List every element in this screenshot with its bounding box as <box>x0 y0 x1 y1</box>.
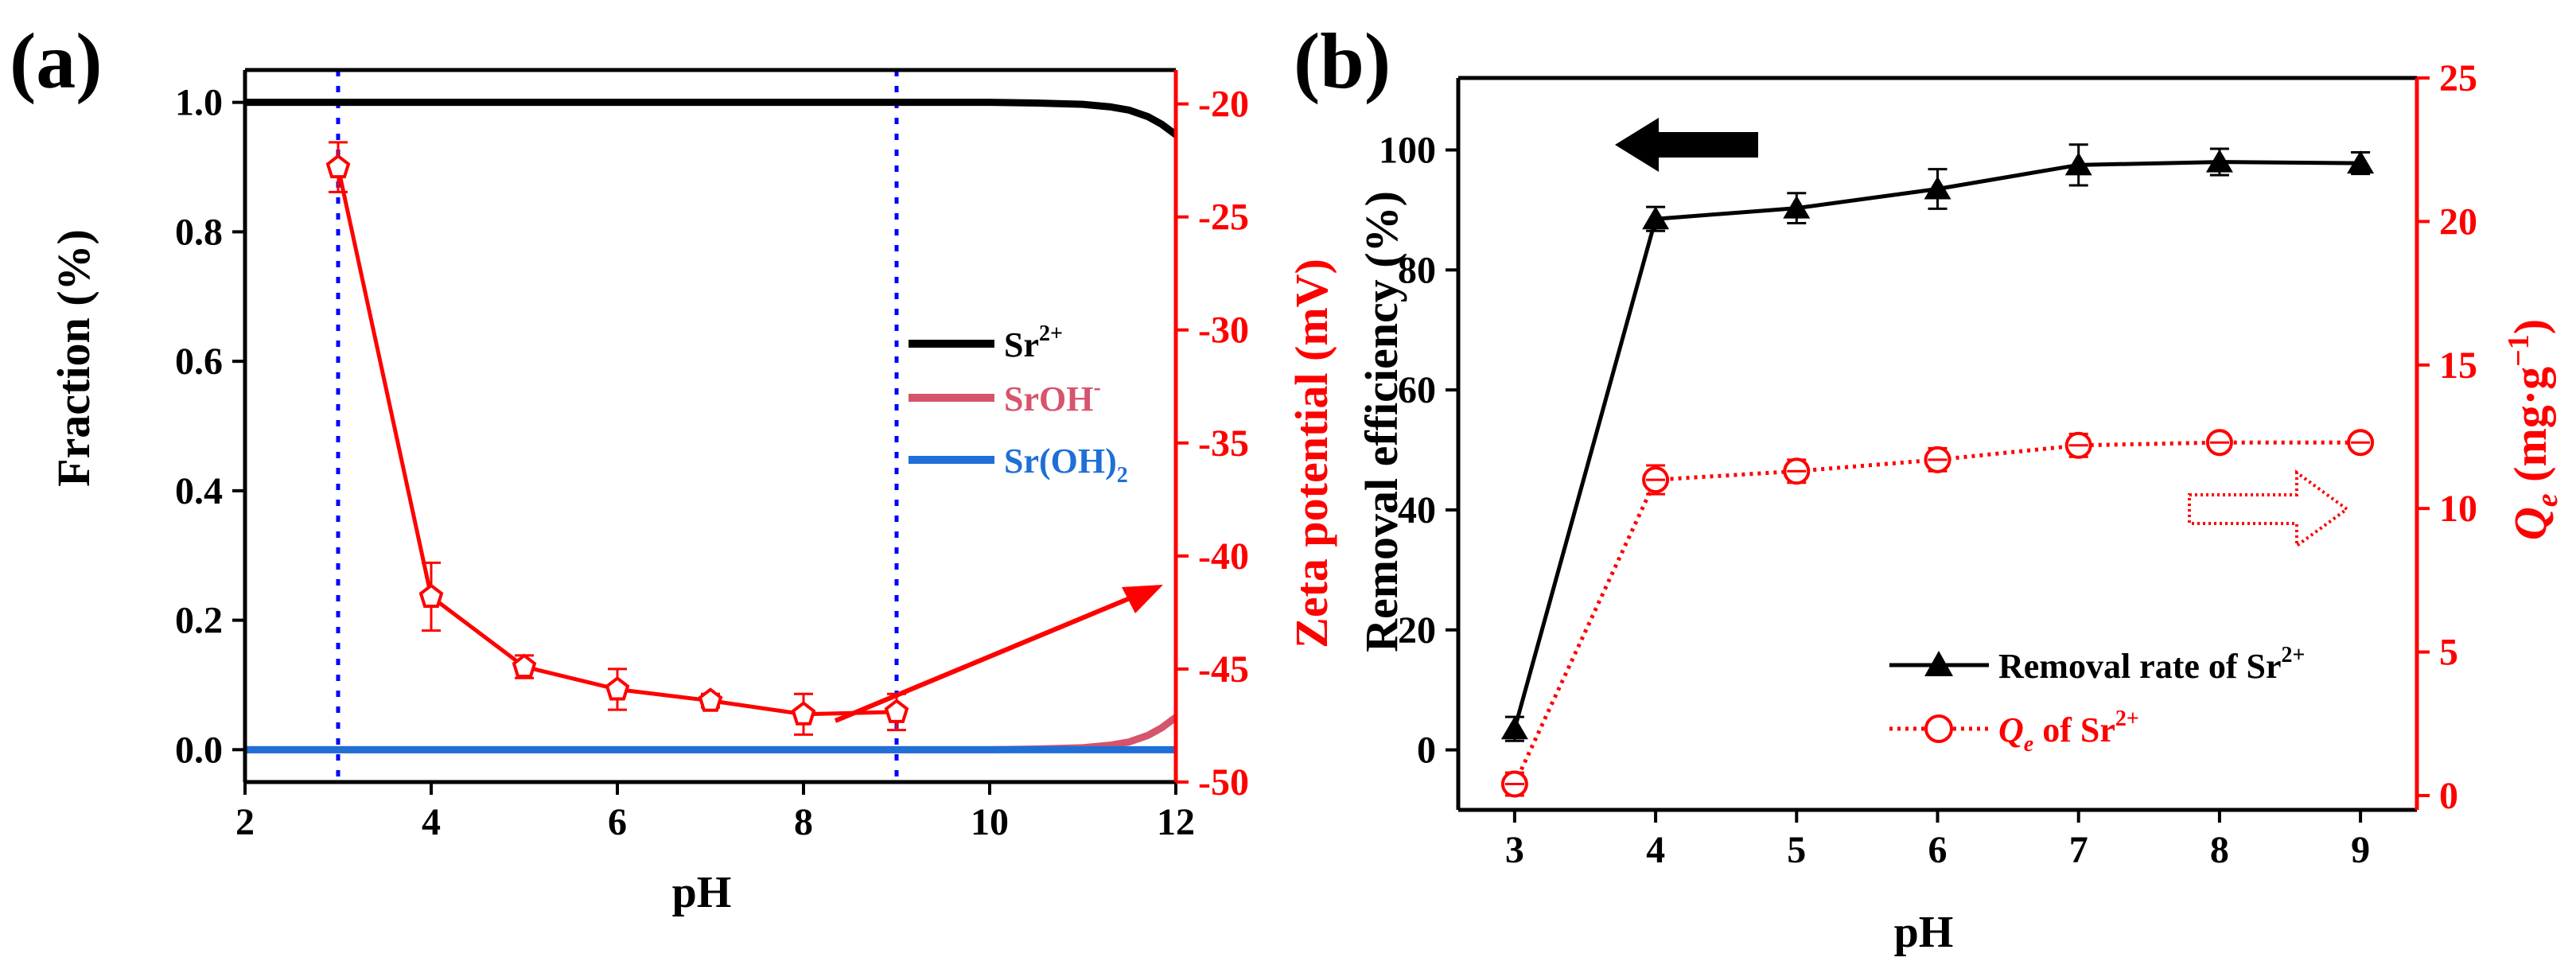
y2-tick-label: -35 <box>1198 422 1249 465</box>
data-point <box>1924 176 1951 200</box>
y2-tick-label: 20 <box>2439 200 2477 243</box>
data-point <box>791 701 816 726</box>
chart-a: 2 4 6 8 10 12 0.0 0.2 0.4 0.6 0.8 1.0 -50 -45 -40 -35 -3… <box>48 68 1337 917</box>
chart-a-y2-axis-label: Zeta potential (mV) <box>1286 259 1337 648</box>
y2-tick-label: -25 <box>1198 197 1249 239</box>
y-tick-label: 0.8 <box>175 211 223 253</box>
chart-b: 3 4 5 6 7 8 9 0 20 40 60 80 100 0 5 10 15 20 25 pH Removal… <box>1356 57 2564 957</box>
x-tick-label: 5 <box>1787 829 1806 871</box>
y-tick-label: 80 <box>1398 249 1436 291</box>
x-tick-label: 6 <box>1928 829 1948 871</box>
y2-tick-label: -30 <box>1198 309 1249 352</box>
y2-tick-label: -20 <box>1198 84 1249 126</box>
data-point <box>884 699 909 723</box>
data-point <box>2347 150 2375 174</box>
y-tick-label: 20 <box>1398 609 1436 652</box>
legend-b-qe: Qe of Sr2+ <box>1998 706 2139 757</box>
legend-a-sroh: SrOH- <box>1004 376 1101 418</box>
y2-tick-label: 15 <box>2439 344 2477 387</box>
series-line <box>245 714 1178 753</box>
series-line <box>245 99 1178 138</box>
chart-b-x-axis-label: pH <box>1894 908 1954 957</box>
y2-tick-label: 0 <box>2439 775 2458 817</box>
chart-a-y-axis-label: Fraction (%) <box>48 229 99 487</box>
chart-a-x-axis-label: pH <box>672 868 732 917</box>
chart-b-y2-axis-label: Qe (mg·g−1) <box>2502 319 2564 540</box>
right-axis-arrow-icon <box>2188 469 2350 549</box>
x-tick-label: 6 <box>608 801 627 843</box>
y-tick-label: 40 <box>1398 489 1436 531</box>
annotation-arrow-right-axis <box>834 585 1163 723</box>
x-tick-label: 4 <box>1646 829 1665 871</box>
chart-a-legend: Sr2+ SrOH- Sr(OH)2 <box>909 321 1128 488</box>
y-tick-label: 0.0 <box>175 729 223 771</box>
y2-tick-label: 5 <box>2439 632 2458 674</box>
x-tick-label: 3 <box>1505 829 1524 871</box>
y-tick-label: 60 <box>1398 369 1436 411</box>
data-point <box>1500 716 1528 740</box>
chart-b-legend: Removal rate of Sr2+ Qe of Sr2+ <box>1889 643 2306 757</box>
series-line <box>1512 160 2361 730</box>
y-tick-label: 0.6 <box>175 341 223 383</box>
y2-tick-label: -40 <box>1198 535 1249 578</box>
x-tick-label: 7 <box>2069 829 2088 871</box>
data-point <box>2205 149 2233 173</box>
panel-b-label: (b) <box>1294 17 1391 105</box>
left-axis-arrow-icon <box>1615 118 1758 172</box>
y2-tick-label: -50 <box>1198 761 1249 804</box>
chart-b-y-axis-label: Removal efficiency (%) <box>1356 191 1407 652</box>
y-tick-label: 0.2 <box>175 600 223 642</box>
legend-a-sr2: Sr2+ <box>1004 321 1063 364</box>
data-point <box>512 653 537 679</box>
y-tick-label: 0 <box>1417 730 1436 772</box>
data-point <box>418 583 444 609</box>
x-tick-label: 4 <box>422 801 441 843</box>
x-tick-label: 8 <box>794 801 813 843</box>
y2-tick-label: 25 <box>2439 57 2477 99</box>
data-point <box>1783 195 1811 219</box>
data-point <box>1642 206 1670 230</box>
y-tick-label: 100 <box>1379 129 1436 171</box>
y-tick-label: 1.0 <box>175 82 223 124</box>
legend-a-sroh2: Sr(OH)2 <box>1004 442 1128 488</box>
legend-b-removal: Removal rate of Sr2+ <box>1998 643 2306 686</box>
x-tick-label: 2 <box>235 801 255 843</box>
panel-a-label: (a) <box>10 17 103 105</box>
x-tick-label: 9 <box>2351 829 2370 871</box>
data-point <box>698 687 723 712</box>
x-tick-label: 10 <box>971 801 1009 843</box>
x-tick-label: 12 <box>1157 801 1195 843</box>
x-tick-label: 8 <box>2210 829 2229 871</box>
y-tick-label: 0.4 <box>175 470 223 512</box>
series-line <box>336 166 897 717</box>
data-point <box>325 154 351 179</box>
y2-tick-label: -45 <box>1198 648 1249 691</box>
data-point <box>605 675 630 701</box>
y2-tick-label: 10 <box>2439 488 2477 530</box>
data-point <box>2064 152 2092 176</box>
